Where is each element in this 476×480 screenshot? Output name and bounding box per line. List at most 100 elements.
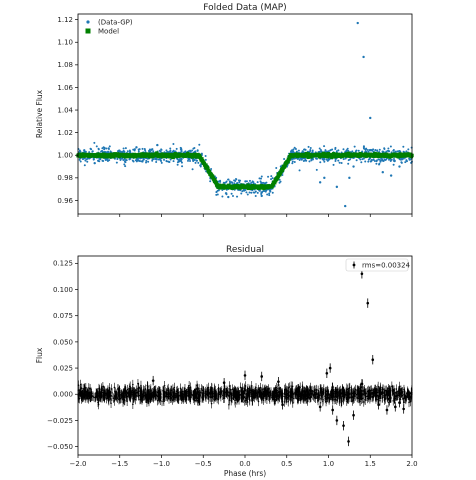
data-point	[236, 182, 239, 185]
data-point	[297, 149, 300, 152]
data-point	[376, 149, 379, 152]
residual-point	[103, 397, 106, 399]
data-point	[107, 147, 110, 150]
residual-point	[78, 393, 80, 395]
residual-point	[89, 396, 91, 399]
data-point	[250, 181, 253, 184]
data-point	[390, 158, 393, 161]
residual-point	[188, 395, 190, 398]
data-point	[398, 158, 401, 161]
residual-point	[172, 388, 174, 390]
data-point	[389, 174, 393, 177]
residual-point	[338, 396, 341, 398]
data-point	[239, 179, 242, 182]
data-point	[104, 158, 107, 161]
residual-point	[211, 393, 214, 395]
residual-point	[358, 397, 360, 400]
data-point	[346, 147, 349, 150]
data-point	[253, 191, 256, 194]
residual-point	[283, 401, 286, 403]
data-point	[78, 149, 81, 152]
residual-point	[171, 399, 174, 401]
data-point	[169, 158, 172, 161]
data-point	[193, 158, 196, 161]
data-point	[381, 158, 384, 161]
data-point	[180, 161, 183, 164]
bottom-panel: Residual Flux Phase (hrs) −0.050−0.0250.…	[35, 245, 418, 478]
residual-point	[291, 385, 294, 388]
data-point	[221, 189, 224, 192]
residual-point	[375, 392, 377, 394]
data-point	[169, 147, 172, 150]
residual-point	[293, 392, 296, 394]
y-tick-label: 1.00	[57, 152, 73, 160]
data-point	[169, 149, 172, 152]
residual-point	[120, 397, 122, 399]
residual-point	[214, 394, 217, 397]
data-point	[86, 160, 89, 163]
data-point	[327, 150, 330, 153]
residual-point	[333, 398, 335, 401]
residual-point	[299, 386, 301, 389]
residual-point	[82, 387, 84, 390]
data-point	[260, 194, 263, 198]
data-point	[250, 191, 253, 194]
data-point	[129, 150, 132, 153]
data-point	[163, 158, 166, 161]
data-point	[325, 158, 328, 161]
bottom-x-axis-label: Phase (hrs)	[224, 469, 266, 478]
residual-point	[374, 388, 376, 391]
residual-point	[210, 402, 213, 405]
data-point	[151, 159, 154, 162]
residual-points	[77, 260, 413, 447]
data-point	[373, 159, 376, 162]
residual-point	[405, 395, 408, 398]
bottom-chart-title: Residual	[226, 245, 264, 255]
residual-point	[121, 394, 123, 397]
residual-point	[382, 388, 384, 390]
residual-point	[220, 390, 223, 392]
data-point	[323, 158, 326, 161]
residual-point	[202, 394, 204, 397]
data-point	[128, 158, 131, 161]
model-point	[200, 157, 204, 161]
data-point	[259, 180, 262, 183]
data-point	[304, 159, 307, 162]
data-point	[93, 141, 96, 144]
data-point	[335, 185, 339, 189]
data-point	[124, 147, 127, 150]
data-point	[310, 159, 313, 162]
data-point	[382, 160, 385, 163]
residual-point	[228, 385, 231, 387]
data-point	[254, 194, 257, 197]
residual-point	[137, 386, 140, 389]
data-point	[160, 159, 163, 162]
data-point	[83, 150, 86, 153]
residual-point	[284, 387, 287, 389]
residual-point	[362, 401, 365, 403]
legend-label-model: Model	[98, 28, 119, 36]
residual-point	[360, 398, 363, 401]
data-point	[304, 148, 307, 151]
data-point	[246, 193, 249, 196]
data-point	[260, 175, 263, 178]
data-point	[227, 195, 230, 199]
data-point	[383, 147, 386, 150]
data-point	[101, 159, 104, 162]
residual-point	[81, 396, 84, 399]
data-point	[340, 162, 343, 165]
data-point	[291, 162, 294, 165]
data-point	[405, 159, 408, 162]
y-tick-label: 1.08	[57, 61, 73, 69]
data-point	[105, 151, 108, 154]
top-y-ticks: 0.96 0.98 1.00 1.02 1.04 1.06 1.08 1.10 1.12	[57, 16, 78, 205]
data-point	[379, 159, 382, 162]
data-point	[392, 163, 395, 166]
residual-point	[234, 391, 237, 393]
residual-point	[283, 395, 286, 398]
residual-point	[243, 392, 246, 395]
residual-point	[245, 397, 247, 400]
data-point	[308, 160, 311, 163]
residual-point	[383, 399, 386, 401]
data-point	[362, 55, 365, 59]
